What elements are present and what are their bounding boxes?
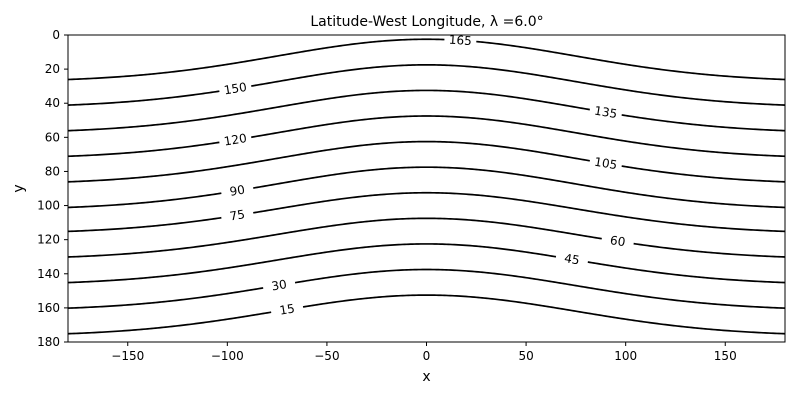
y-tick-label: 60 bbox=[45, 130, 60, 144]
contour-line-30 bbox=[67, 268, 786, 309]
contour-label-150: 150 bbox=[223, 80, 248, 97]
x-tick-label: −150 bbox=[111, 349, 144, 363]
x-axis: −150 −100 −50 0 50 100 150 bbox=[111, 342, 737, 363]
y-axis: 0 20 40 60 80 100 120 140 160 180 bbox=[37, 28, 68, 349]
contour-label-60: 60 bbox=[609, 233, 626, 249]
x-tick-label: −50 bbox=[314, 349, 339, 363]
x-tick-label: 0 bbox=[423, 349, 431, 363]
contour-label-45: 45 bbox=[563, 251, 580, 267]
y-tick-label: 0 bbox=[52, 28, 60, 42]
contour-line-150 bbox=[67, 63, 786, 106]
x-tick-label: −100 bbox=[211, 349, 244, 363]
contour-line-120 bbox=[67, 115, 786, 158]
contour-label-165: 165 bbox=[448, 33, 472, 48]
contour-label-75: 75 bbox=[229, 207, 246, 223]
y-tick-label: 100 bbox=[37, 199, 60, 213]
x-tick-label: 150 bbox=[714, 349, 737, 363]
contour-label-90: 90 bbox=[229, 183, 246, 199]
contour-line-75 bbox=[67, 191, 786, 233]
x-tick-label: 50 bbox=[518, 349, 533, 363]
contour-line-90 bbox=[67, 166, 786, 209]
contour-line-135 bbox=[67, 89, 786, 132]
contour-labels: 165 150 135 120 105 90 75 60 45 30 15 bbox=[223, 33, 626, 318]
contour-lines bbox=[67, 38, 786, 335]
contour-label-30: 30 bbox=[270, 277, 287, 293]
contour-label-135: 135 bbox=[593, 104, 618, 122]
y-tick-label: 160 bbox=[37, 301, 60, 315]
y-axis-label: y bbox=[11, 184, 27, 192]
y-tick-label: 20 bbox=[45, 62, 60, 76]
contour-label-15: 15 bbox=[278, 301, 295, 317]
contour-line-105 bbox=[67, 140, 786, 183]
contour-line-15 bbox=[67, 294, 786, 335]
chart-title: Latitude-West Longitude, λ =6.0° bbox=[310, 14, 543, 30]
contour-label-120: 120 bbox=[223, 131, 248, 148]
y-tick-label: 180 bbox=[37, 335, 60, 349]
contour-line-165 bbox=[67, 38, 786, 81]
contour-line-45 bbox=[67, 243, 786, 284]
x-tick-label: 100 bbox=[614, 349, 637, 363]
y-tick-label: 120 bbox=[37, 233, 60, 247]
contour-label-105: 105 bbox=[593, 155, 618, 173]
y-tick-label: 80 bbox=[45, 164, 60, 178]
x-axis-label: x bbox=[422, 369, 430, 385]
contour-line-60 bbox=[67, 217, 786, 258]
y-tick-label: 140 bbox=[37, 267, 60, 281]
y-tick-label: 40 bbox=[45, 96, 60, 110]
